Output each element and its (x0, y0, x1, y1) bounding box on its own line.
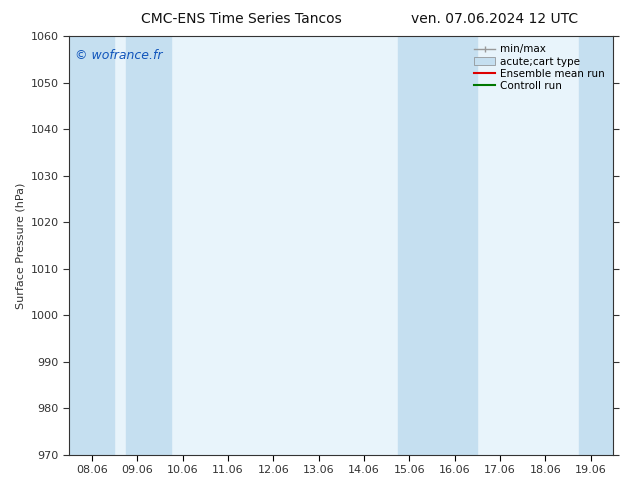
Bar (126, 36, 171, 455)
Text: CMC-ENS Time Series Tancos: CMC-ENS Time Series Tancos (141, 12, 341, 26)
Text: © wofrance.fr: © wofrance.fr (75, 49, 162, 62)
Bar (432, 36, 477, 455)
Bar (398, 36, 432, 455)
Bar (69, 36, 115, 455)
Text: ven. 07.06.2024 12 UTC: ven. 07.06.2024 12 UTC (411, 12, 578, 26)
Legend: min/max, acute;cart type, Ensemble mean run, Controll run: min/max, acute;cart type, Ensemble mean … (471, 41, 608, 94)
Y-axis label: Surface Pressure (hPa): Surface Pressure (hPa) (15, 182, 25, 309)
Bar (579, 36, 614, 455)
